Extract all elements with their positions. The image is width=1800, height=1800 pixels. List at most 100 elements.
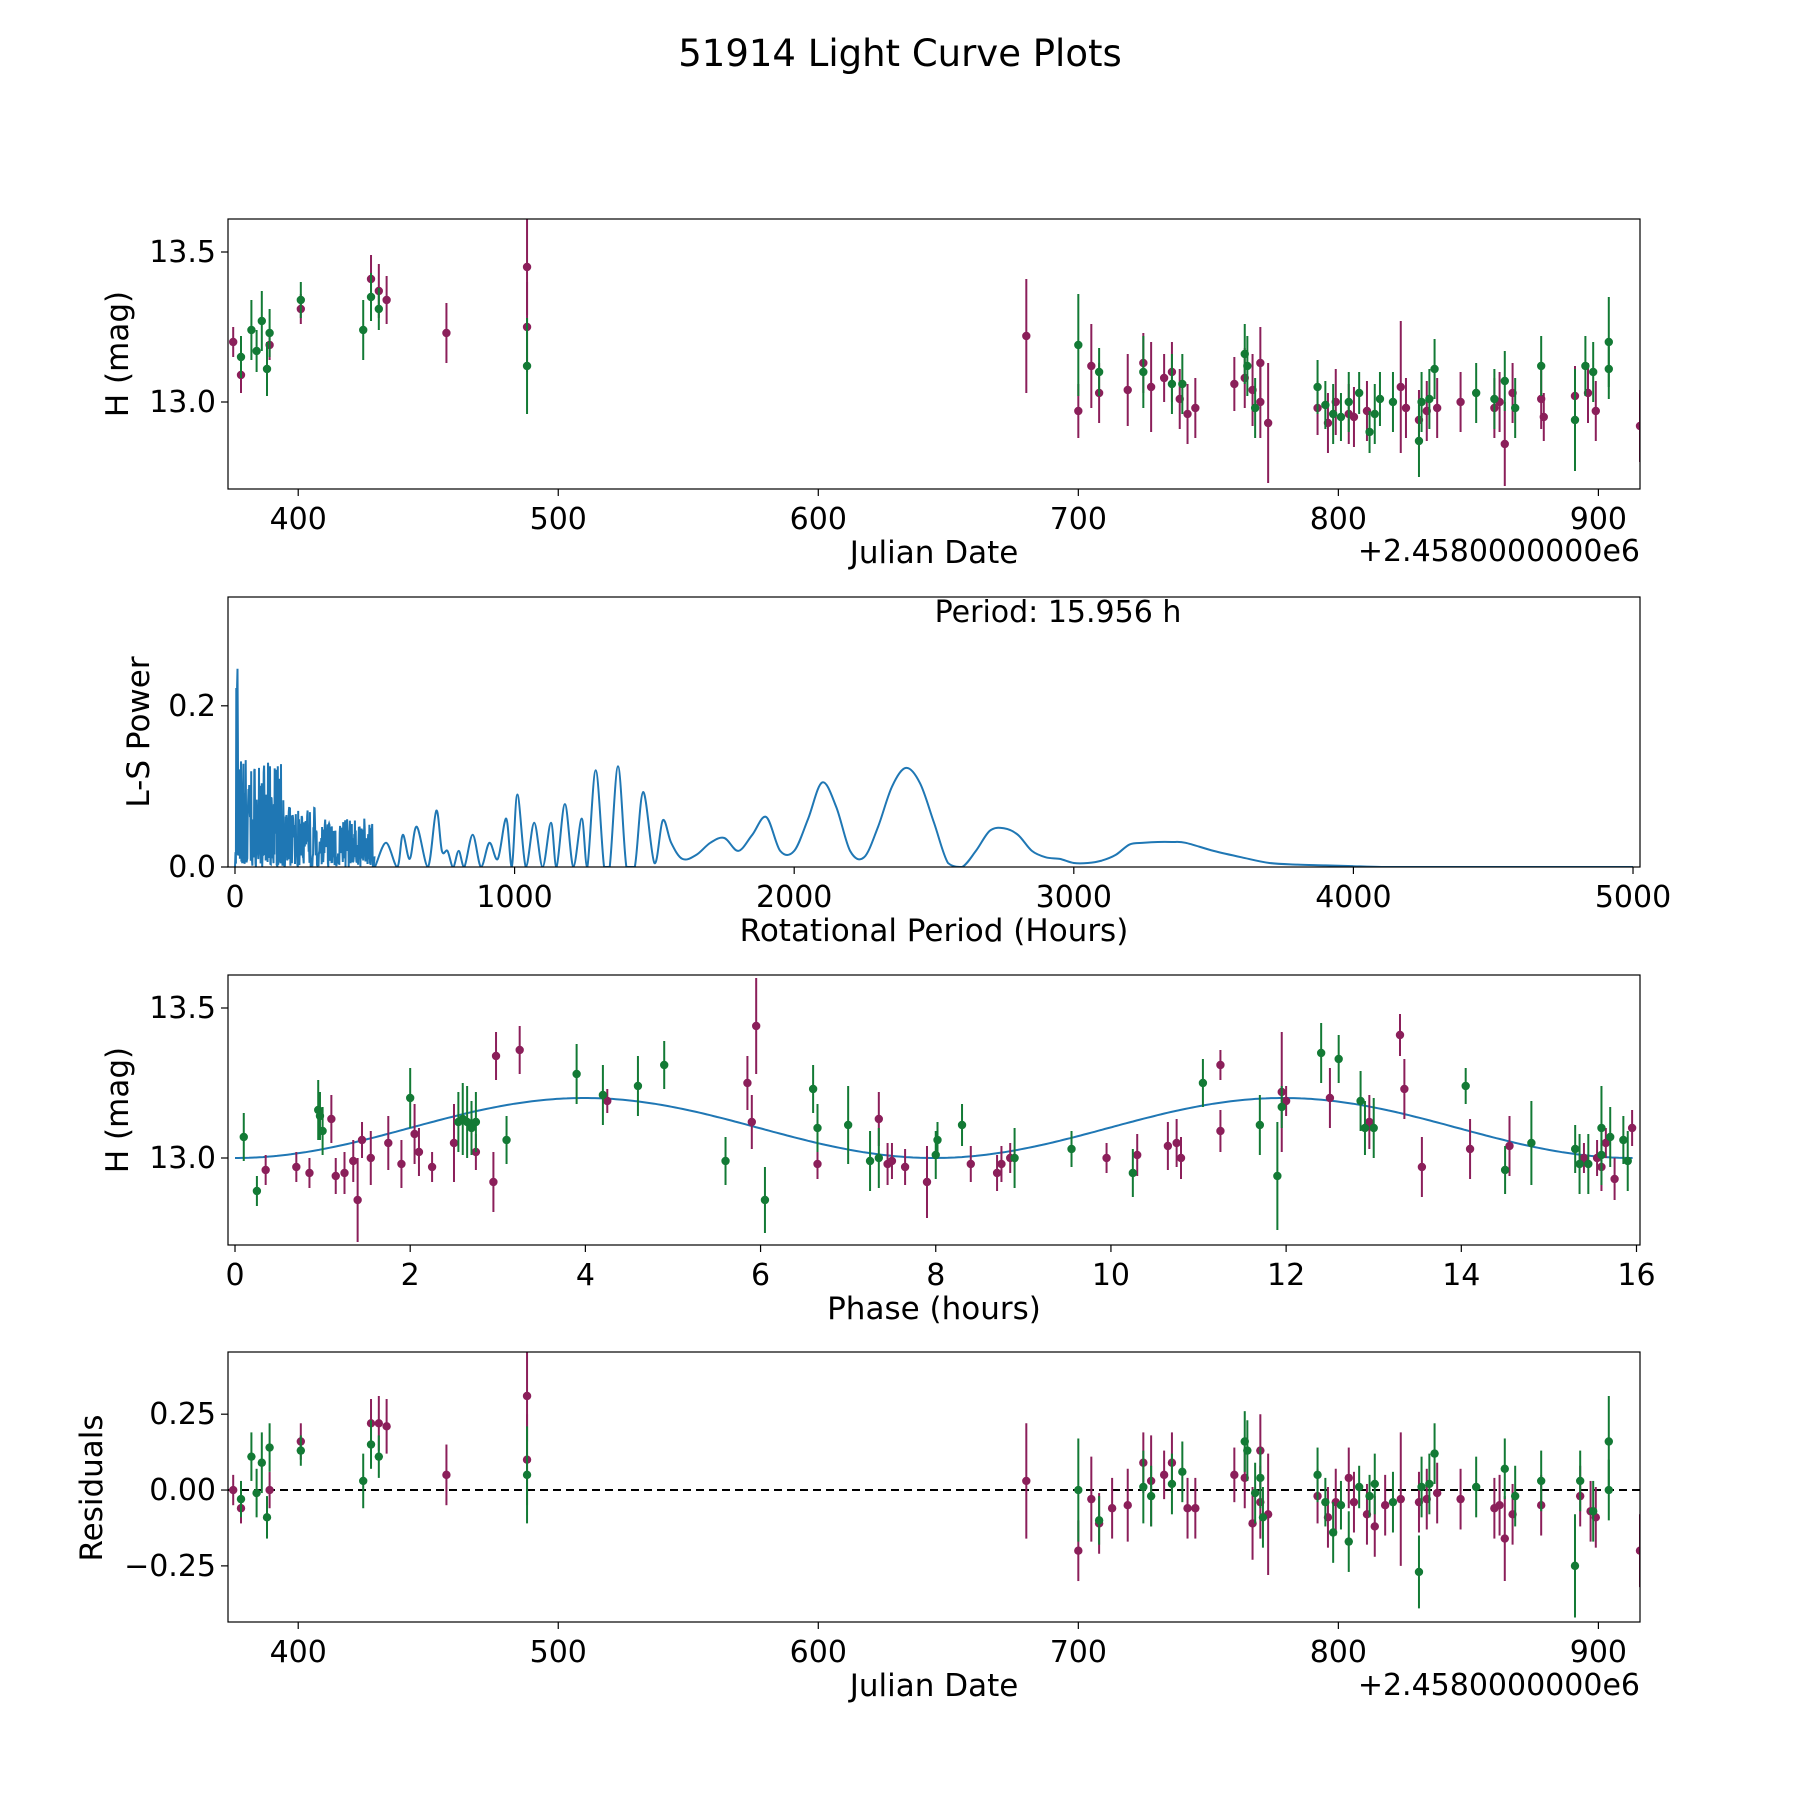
data-point-green [1369,1123,1378,1133]
data-point-purple [340,1168,349,1178]
data-point-purple [327,1114,336,1124]
data-point-purple [1395,1030,1405,1040]
data-point-purple [900,1162,910,1172]
data-point-green [374,1452,384,1461]
data-point-purple [382,295,391,305]
data-point-green [1273,1171,1282,1181]
data-point-purple [1256,358,1265,368]
data-point-purple [1159,1470,1169,1480]
data-point-purple [992,1168,1002,1178]
data-point-purple [229,1485,238,1495]
data-point-green [374,304,384,314]
residuals-ytick-label: −0.25 [124,1549,216,1584]
phase-xtick-label: 16 [1617,1258,1655,1293]
data-point-purple [410,1129,419,1139]
data-point-purple [1256,397,1265,407]
data-point-purple [1500,1534,1509,1543]
data-point-green [1094,1516,1104,1525]
data-point-purple [382,1422,391,1431]
data-point-green [1139,1482,1148,1492]
data-point-green [247,325,256,335]
data-point-purple [1176,1153,1186,1163]
phase-frame [227,974,1641,1246]
light-curve-xtick-label: 800 [1310,502,1367,537]
data-point-green [252,1488,261,1498]
periodogram-xtick-label: 3000 [1036,880,1112,915]
data-point-green [1430,364,1439,374]
data-point-green [1388,1497,1398,1507]
data-point-green [257,1458,267,1467]
residuals-frame [227,1351,1641,1623]
data-point-green [633,1081,643,1091]
data-point-green [522,1470,532,1480]
data-point-purple [1396,1494,1405,1504]
data-point-purple [357,1135,367,1145]
data-point-green [502,1135,511,1145]
data-point-green [471,1117,481,1127]
data-point-green [1623,1156,1632,1166]
data-point-purple [1074,406,1083,416]
data-point-purple [1216,1126,1225,1136]
data-point-purple [349,1156,358,1166]
periodogram-annotation: Period: 15.956 h [935,595,1182,630]
data-point-purple [966,1159,975,1169]
data-point-green [265,328,274,338]
data-point-purple [751,1021,761,1031]
data-point-purple [1456,397,1465,407]
data-point-green [1328,409,1338,419]
data-point-purple [1456,1494,1465,1504]
data-point-green [1604,1485,1613,1495]
data-point-green [1313,382,1322,392]
data-point-green [1354,388,1364,398]
periodogram-xlabel: Rotational Period (Hours) [740,913,1129,949]
data-point-green [359,1476,368,1486]
data-point-purple [1123,385,1132,395]
data-point-green [359,325,368,335]
data-point-green [1074,340,1083,350]
data-point-green [1321,1497,1330,1507]
data-point-purple [1191,1504,1200,1513]
data-point-purple [1146,382,1156,392]
residuals-xtick-label: 600 [790,1635,847,1670]
data-point-green [1139,367,1148,377]
data-point-green [1370,409,1379,419]
data-point-green [1146,1491,1156,1501]
data-point-purple [1102,1153,1111,1163]
residuals-xtick-label: 900 [1570,1635,1627,1670]
figure-title: 51914 Light Curve Plots [678,32,1122,75]
data-point-green [1167,379,1177,389]
data-point-purple [874,1114,884,1124]
data-point-green [843,1120,853,1130]
data-point-purple [489,1177,498,1187]
data-point-purple [427,1162,437,1172]
data-point-green [1344,397,1353,407]
phase-xtick-label: 0 [225,1258,244,1293]
light-curve-xlabel: Julian Date [848,535,1019,571]
data-point-green [1250,1488,1260,1498]
data-point-green [1584,1159,1593,1169]
data-point-purple [813,1159,822,1169]
panel-periodogram: 0 1000 2000 3000 4000 5000 0.0 0.2 Rotational P… [121,595,1671,949]
data-point-green [1354,1482,1364,1492]
data-point-purple [331,1171,340,1181]
data-point-green [813,1123,822,1133]
data-point-purple [366,1153,375,1163]
data-point-green [1243,361,1252,371]
data-point-green [1575,1159,1584,1169]
panel-light-curve: 400 500 600 700 800 900 13.0 13.5 Julian Date H… [100,218,1641,571]
residuals-plot-area [228,1352,1640,1618]
data-point-green [239,1132,248,1142]
data-point-purple [1432,403,1442,413]
data-point-purple [1396,382,1405,392]
data-point-purple [229,337,238,347]
data-point-green [1067,1144,1076,1154]
data-point-green [262,364,272,374]
periodogram-xtick-label: 1000 [476,880,552,915]
data-point-green [1010,1153,1019,1163]
data-point-purple [1539,412,1548,422]
data-point-purple [1344,1473,1353,1483]
periodogram-xtick-label: 4000 [1315,880,1391,915]
data-point-green [1619,1135,1628,1145]
data-point-purple [522,1391,532,1401]
data-point-green [1328,1528,1338,1537]
